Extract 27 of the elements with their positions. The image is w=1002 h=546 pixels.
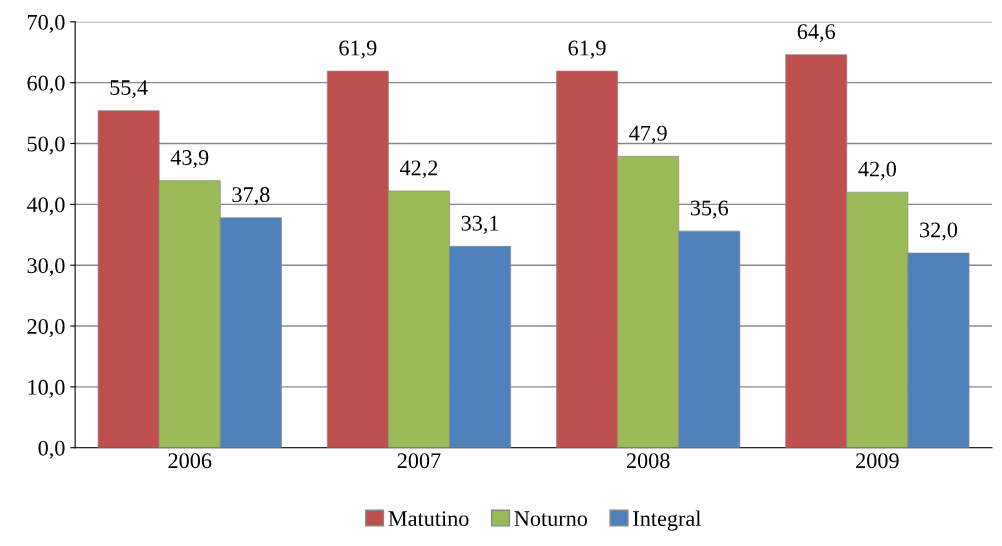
y-tick-label: 20,0 <box>27 318 65 338</box>
y-tick-label: 50,0 <box>27 136 65 155</box>
data-label: 32,0 <box>920 222 958 241</box>
legend-label: Integral <box>633 510 701 531</box>
x-tick-label: 2008 <box>626 453 670 469</box>
y-tick-label: 60,0 <box>27 75 65 94</box>
data-label: 61,9 <box>339 40 377 59</box>
y-tick-label: 40,0 <box>26 197 65 216</box>
y-tick-label: 70,0 <box>28 14 65 33</box>
data-label: 43,9 <box>170 150 209 169</box>
data-label: 42,0 <box>858 161 896 180</box>
data-label: 61,9 <box>568 40 606 59</box>
y-tick-label: 0,0 <box>38 440 65 459</box>
y-tick-label: 30,0 <box>27 258 65 277</box>
x-tick-label: 2007 <box>397 453 441 469</box>
y-tick-label: 10,0 <box>28 379 65 399</box>
data-label: 47,9 <box>629 125 667 144</box>
x-tick-label: 2006 <box>168 453 212 469</box>
data-label: 33,1 <box>461 215 499 234</box>
data-label: 55,4 <box>110 80 148 99</box>
data-label: 64,6 <box>797 24 836 43</box>
data-label: 37,8 <box>232 187 270 206</box>
legend-label: Matutino <box>388 511 469 527</box>
legend-label: Noturno <box>514 511 588 527</box>
data-label: 35,6 <box>690 200 729 219</box>
data-label: 42,2 <box>399 160 438 179</box>
x-tick-label: 2009 <box>856 453 899 469</box>
